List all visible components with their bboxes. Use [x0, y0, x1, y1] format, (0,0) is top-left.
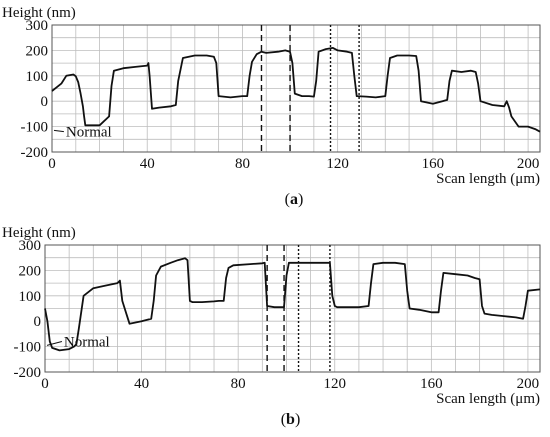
normal-annotation: Normal — [66, 125, 112, 141]
y-tick-label: -200 — [14, 365, 42, 381]
y-axis-label: Height (nm) — [2, 5, 76, 21]
x-axis-label: Scan length (μm) — [436, 391, 540, 407]
y-tick-label: 200 — [19, 263, 42, 279]
plot-frame — [51, 24, 541, 153]
height-profile-line — [44, 257, 541, 352]
y-tick-label: -200 — [21, 145, 49, 161]
y-tick-label: 0 — [34, 314, 42, 330]
x-tick-label: 120 — [326, 156, 349, 172]
chart-panel-b: -200 -100 0 100 200 300 0 40 80 120 160 200 Height (… — [2, 225, 541, 428]
chart-panel-a: -200 -100 0 100 200 300 0 40 80 120 160 200 Height (… — [2, 5, 541, 208]
x-tick-label: 40 — [140, 156, 155, 172]
height-profile-line — [51, 47, 541, 133]
x-tick-label: 200 — [517, 376, 540, 392]
y-tick-label: 100 — [19, 289, 42, 305]
x-tick-label: 0 — [41, 376, 49, 392]
panel-caption: (b) — [281, 411, 301, 428]
y-tick-label: 0 — [41, 94, 49, 110]
x-tick-label: 160 — [420, 376, 443, 392]
y-tick-label: 300 — [26, 18, 49, 34]
x-tick-label: 40 — [134, 376, 149, 392]
x-tick-label: 200 — [517, 156, 540, 172]
x-tick-label: 80 — [231, 376, 246, 392]
x-tick-label: 160 — [422, 156, 445, 172]
x-tick-label: 80 — [235, 156, 250, 172]
panel-letter: a — [290, 191, 298, 208]
y-tick-label: -100 — [21, 120, 49, 136]
normal-annotation-leader — [46, 341, 63, 346]
normal-annotation-leader — [53, 129, 64, 133]
normal-annotation: Normal — [64, 335, 110, 351]
x-tick-label: 0 — [48, 156, 56, 172]
panel-letter: b — [286, 411, 295, 428]
x-tick-label: 120 — [324, 376, 347, 392]
y-tick-label: -100 — [14, 340, 42, 356]
x-axis-label: Scan length (μm) — [436, 171, 540, 187]
y-tick-label: 200 — [26, 43, 49, 59]
y-axis-label: Height (nm) — [2, 225, 76, 241]
panel-caption: (a) — [285, 191, 304, 208]
y-tick-label: 100 — [26, 69, 49, 85]
y-tick-label: 300 — [19, 238, 42, 254]
